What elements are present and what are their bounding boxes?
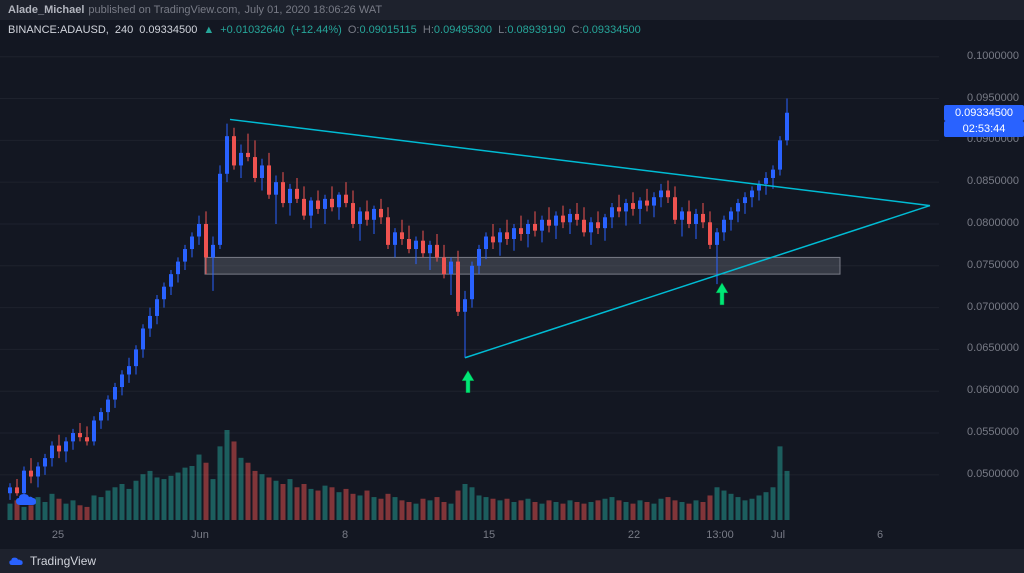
brand-label: TradingView	[30, 554, 96, 568]
y-tick-label: 0.1000000	[967, 50, 1019, 62]
y-tick-label: 0.0750000	[967, 259, 1019, 271]
author-name: Alade_Michael	[8, 4, 84, 16]
y-tick-label: 0.0650000	[967, 342, 1019, 354]
change-arrow-icon: ▲	[203, 24, 214, 36]
change-absolute: +0.01032640	[220, 24, 285, 36]
x-tick-label: 13:00	[706, 529, 734, 541]
close-label: C:	[572, 24, 583, 36]
low-label: L:	[498, 24, 507, 36]
x-tick-label: Jun	[191, 529, 209, 541]
x-tick-label: 15	[483, 529, 495, 541]
x-axis[interactable]: 25 Jun 8 15 22 13:00 Jul 6	[0, 527, 939, 549]
x-tick-label: 6	[877, 529, 883, 541]
last-price: 0.09334500	[139, 24, 197, 36]
publish-bar: Alade_Michael published on TradingView.c…	[0, 0, 1024, 20]
chart-plot-area[interactable]	[0, 40, 939, 525]
close-value: 0.09334500	[583, 24, 641, 36]
y-tick-label: 0.0800000	[967, 217, 1019, 229]
open-label: O:	[348, 24, 360, 36]
y-tick-label: 0.0950000	[967, 92, 1019, 104]
low-value: 0.08939190	[507, 24, 565, 36]
y-tick-label: 0.0850000	[967, 175, 1019, 187]
y-tick-label: 0.0500000	[967, 468, 1019, 480]
footer-bar: TradingView	[0, 549, 1024, 573]
cloud-icon	[8, 555, 24, 567]
x-tick-label: 22	[628, 529, 640, 541]
y-axis[interactable]: 0.0500000 0.0550000 0.0600000 0.0650000 0.07…	[939, 40, 1024, 525]
ohlc-block: O:0.09015115 H:0.09495300 L:0.08939190 C…	[348, 24, 641, 36]
x-tick-label: 8	[342, 529, 348, 541]
x-tick-label: Jul	[771, 529, 785, 541]
high-value: 0.09495300	[434, 24, 492, 36]
chart-svg	[0, 40, 939, 525]
chart-container: Alade_Michael published on TradingView.c…	[0, 0, 1024, 573]
y-tick-label: 0.0700000	[967, 301, 1019, 313]
current-price-tag: 0.09334500	[944, 105, 1024, 121]
symbol-info-bar: BINANCE:ADAUSD, 240 0.09334500 ▲ +0.0103…	[0, 20, 1024, 40]
y-tick-label: 0.0600000	[967, 384, 1019, 396]
symbol-code: BINANCE:ADAUSD,	[8, 24, 109, 36]
x-tick-label: 25	[52, 529, 64, 541]
published-label: published on TradingView.com,	[88, 4, 240, 16]
publish-date: July 01, 2020 18:06:26 WAT	[244, 4, 382, 16]
resolution: 240	[115, 24, 133, 36]
open-value: 0.09015115	[359, 24, 416, 36]
countdown-tag: 02:53:44	[944, 121, 1024, 137]
change-percent: (+12.44%)	[291, 24, 342, 36]
y-tick-label: 0.0550000	[967, 426, 1019, 438]
high-label: H:	[423, 24, 434, 36]
